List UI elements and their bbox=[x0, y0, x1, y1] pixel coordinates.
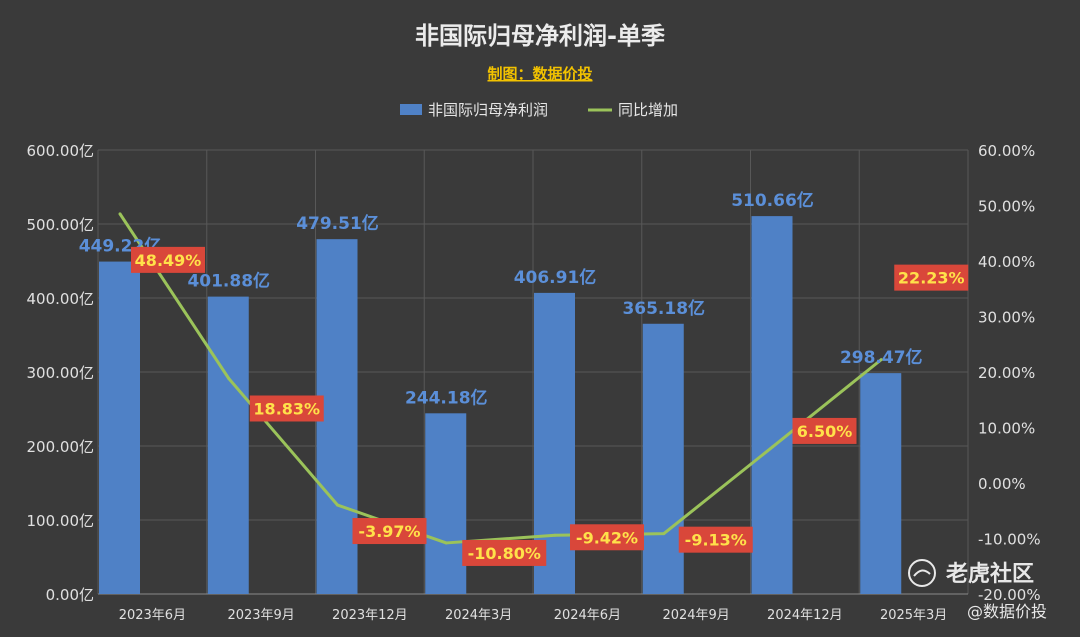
chart-subtitle: 制图：数据价投 bbox=[487, 65, 592, 83]
tiger-logo-stroke bbox=[913, 569, 931, 577]
line-label-box bbox=[249, 395, 324, 422]
line-series bbox=[118, 212, 883, 545]
line-label-text: 48.49% bbox=[135, 251, 202, 270]
line-data-label: -10.80% bbox=[462, 539, 547, 566]
left-tick-label: 600.00亿 bbox=[27, 142, 95, 160]
line-label-text: -10.80% bbox=[468, 544, 541, 563]
line-point bbox=[227, 376, 231, 380]
right-tick-label: 20.00% bbox=[978, 364, 1035, 382]
left-tick-label: 400.00亿 bbox=[27, 290, 95, 308]
right-tick-label: 0.00% bbox=[978, 475, 1026, 493]
line-point bbox=[879, 358, 883, 362]
right-tick-label: 60.00% bbox=[978, 142, 1035, 160]
line-point bbox=[336, 503, 339, 507]
line-label-box bbox=[352, 518, 427, 545]
line-label-text: -3.97% bbox=[358, 522, 420, 541]
line-point bbox=[444, 541, 448, 545]
line-label-box bbox=[678, 526, 753, 553]
bar bbox=[751, 216, 793, 594]
bar bbox=[642, 323, 684, 594]
left-tick-label: 100.00亿 bbox=[27, 512, 95, 530]
line-label-box bbox=[131, 246, 205, 273]
bar-data-label: 244.18亿 bbox=[405, 387, 488, 408]
x-tick-label: 2023年6月 bbox=[119, 608, 186, 623]
line-point bbox=[118, 212, 122, 216]
bar-data-label: 406.91亿 bbox=[514, 267, 597, 288]
bar-data-label: 365.18亿 bbox=[622, 298, 705, 319]
line-label-text: -9.42% bbox=[576, 528, 638, 547]
line-data-label: -9.13% bbox=[678, 526, 753, 553]
x-tick-label: 2023年9月 bbox=[227, 608, 294, 623]
legend: 非国际归母净利润 同比增加 bbox=[400, 101, 678, 119]
bar-data-label: 510.66亿 bbox=[731, 190, 814, 211]
line-label-box bbox=[462, 539, 547, 566]
bar-data-label: 401.88亿 bbox=[187, 271, 270, 292]
line-label-box bbox=[792, 417, 857, 444]
right-axis: -20.00% -10.00% 0.00% 10.00% 20.00% 30.00% 40.… bbox=[978, 142, 1041, 604]
line-label-text: 6.50% bbox=[797, 422, 853, 441]
bar-data-label: 298.47亿 bbox=[840, 347, 923, 368]
watermark-handle: @数据价投 bbox=[967, 602, 1047, 621]
x-tick-label: 2025年3月 bbox=[880, 608, 947, 623]
right-tick-label: 40.00% bbox=[978, 253, 1035, 271]
x-axis: 2023年6月 2023年9月 2023年12月 2024年3月 2024年6月 2024… bbox=[119, 608, 948, 623]
line-label-box bbox=[570, 524, 644, 551]
x-tick-label: 2023年12月 bbox=[332, 608, 408, 623]
line-data-label: 6.50% bbox=[792, 417, 857, 444]
bar bbox=[99, 261, 140, 594]
line-data-label: 18.83% bbox=[249, 395, 324, 422]
right-tick-label: 30.00% bbox=[978, 309, 1035, 327]
line-label-text: -9.13% bbox=[685, 531, 747, 550]
line-labels: 48.49% 18.83% -3.97% -10.80% -9.42% -9.13% 6.5… bbox=[131, 246, 969, 566]
right-tick-label: -20.00% bbox=[978, 586, 1041, 604]
line-label-text: 18.83% bbox=[253, 399, 320, 418]
line-point bbox=[553, 533, 557, 537]
legend-line-label: 同比增加 bbox=[618, 101, 678, 119]
x-tick-label: 2024年3月 bbox=[445, 608, 512, 623]
chart-title: 非国际归母净利润-单季 bbox=[415, 22, 665, 50]
legend-bar-swatch bbox=[400, 104, 422, 115]
x-tick-label: 2024年6月 bbox=[554, 608, 621, 623]
bar-labels: 449.22亿401.88亿479.51亿244.18亿406.91亿365.1… bbox=[79, 190, 923, 408]
line-data-label: -3.97% bbox=[352, 518, 427, 545]
line-point bbox=[771, 445, 774, 449]
right-tick-label: 10.00% bbox=[978, 420, 1035, 438]
bar bbox=[207, 296, 249, 594]
line-label-text: 22.23% bbox=[898, 269, 965, 288]
left-tick-label: 300.00亿 bbox=[27, 364, 95, 382]
bar bbox=[425, 413, 467, 594]
legend-bar-label: 非国际归母净利润 bbox=[428, 101, 548, 119]
line-data-label: 22.23% bbox=[894, 264, 969, 291]
left-tick-label: 200.00亿 bbox=[27, 438, 95, 456]
left-tick-label: 500.00亿 bbox=[27, 216, 95, 234]
right-tick-label: 50.00% bbox=[978, 198, 1035, 216]
left-axis: 0.00亿 100.00亿 200.00亿 300.00亿 400.00亿 500.00亿… bbox=[27, 142, 95, 604]
tiger-logo-icon bbox=[908, 559, 936, 587]
line-data-label: 48.49% bbox=[131, 246, 205, 273]
line-point bbox=[662, 532, 666, 536]
watermark-brand: 老虎社区 bbox=[945, 561, 1034, 587]
right-tick-label: -10.00% bbox=[978, 531, 1041, 549]
x-tick-label: 2024年12月 bbox=[767, 608, 843, 623]
line-data-label: -9.42% bbox=[570, 524, 644, 551]
bar bbox=[860, 373, 902, 594]
yoy-line bbox=[118, 213, 883, 545]
left-tick-label: 0.00亿 bbox=[46, 586, 94, 604]
bar-data-label: 479.51亿 bbox=[296, 213, 379, 234]
x-tick-label: 2024年9月 bbox=[662, 608, 729, 623]
watermark: 老虎社区 @数据价投 bbox=[908, 559, 1047, 621]
line-label-box bbox=[894, 264, 969, 291]
